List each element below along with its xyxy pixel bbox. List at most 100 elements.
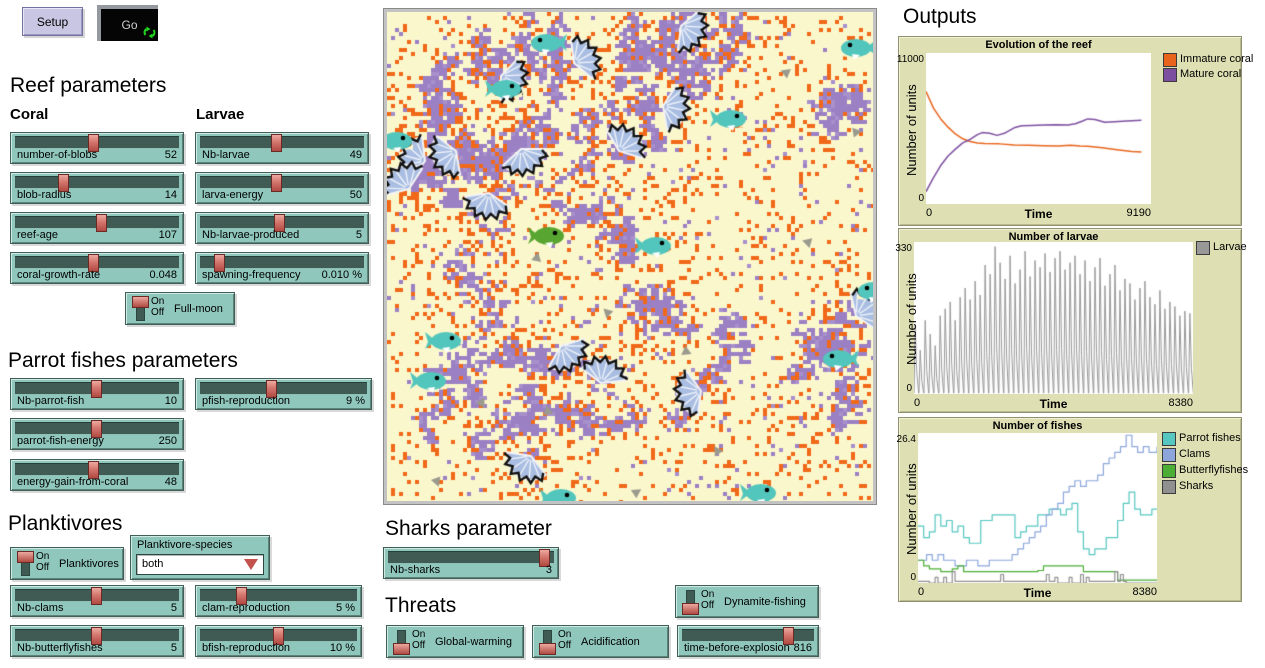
switch-knob[interactable]: [682, 603, 699, 615]
slider-handle[interactable]: [236, 587, 247, 605]
slider-handle[interactable]: [91, 420, 102, 438]
x-axis-label: Time: [1023, 586, 1052, 600]
chooser-label: Planktivore-species: [137, 539, 233, 551]
slider-handle[interactable]: [96, 214, 107, 232]
slider-handle[interactable]: [91, 627, 102, 645]
slider-track[interactable]: [682, 629, 814, 642]
slider-value: 0.048: [149, 269, 177, 281]
x-axis-label: Time: [1024, 207, 1053, 221]
slider-value: 3: [545, 564, 552, 576]
setup-button[interactable]: Setup: [22, 7, 83, 36]
slider-value: 5: [355, 229, 362, 241]
plot-evolution-of-the-reef: Evolution of the reef 11000 0 0 9190 Time Numb…: [897, 36, 1253, 226]
dropdown-arrow-icon[interactable]: [244, 559, 258, 570]
switch-Full-moon[interactable]: On Off Full-moon: [125, 292, 235, 325]
plot-area: [914, 242, 1193, 394]
heading-parrot-fishes: Parrot fishes parameters: [8, 349, 238, 372]
slider-track[interactable]: [200, 382, 367, 395]
slider-energy-gain-from-coral[interactable]: energy-gain-from-coral 48: [10, 459, 184, 491]
slider-Nb-larvae-produced[interactable]: Nb-larvae-produced 5: [195, 212, 369, 244]
slider-handle[interactable]: [88, 461, 99, 479]
plot-number-of-larvae: Number of larvae 330 0 0 8380 Time Number of u…: [895, 228, 1247, 413]
y-axis-label: Number of units: [904, 463, 919, 555]
slider-track[interactable]: [200, 176, 364, 189]
slider-handle[interactable]: [539, 549, 550, 567]
x-axis-zero-tick: 0: [918, 586, 925, 598]
legend-swatch: [1163, 53, 1177, 67]
slider-handle[interactable]: [91, 380, 102, 398]
legend-label: Parrot fishes: [1179, 432, 1241, 444]
slider-label: energy-gain-from-coral: [17, 476, 129, 488]
slider-Nb-sharks[interactable]: Nb-sharks 3: [383, 547, 559, 579]
slider-handle[interactable]: [58, 174, 69, 192]
legend-swatch: [1162, 448, 1176, 462]
slider-Nb-larvae[interactable]: Nb-larvae 49: [195, 132, 369, 164]
slider-value: 250: [158, 435, 177, 447]
slider-handle[interactable]: [88, 254, 99, 272]
slider-handle[interactable]: [88, 134, 99, 152]
slider-spawning-frequency[interactable]: spawning-frequency 0.010 %: [195, 252, 369, 284]
slider-track[interactable]: [200, 589, 357, 602]
switch-knob[interactable]: [393, 643, 410, 655]
slider-value: 5 %: [336, 602, 355, 614]
switch-on-label: On: [36, 551, 50, 562]
switch-name: Acidification: [581, 635, 640, 648]
slider-value: 14: [164, 189, 177, 201]
slider-label: Nb-parrot-fish: [17, 395, 85, 407]
switch-Acidification[interactable]: On Off Acidification: [532, 625, 669, 658]
legend-swatch: [1162, 480, 1176, 494]
slider-handle[interactable]: [274, 214, 285, 232]
slider-blob-radius[interactable]: blob-radius 14: [10, 172, 184, 204]
legend-swatch: [1196, 241, 1210, 255]
slider-track[interactable]: [388, 551, 554, 564]
slider-pfish-reproduction[interactable]: pfish-reproduction 9 %: [195, 378, 372, 410]
chooser-box[interactable]: both: [136, 554, 264, 575]
slider-Nb-butterflyfishes[interactable]: Nb-butterflyfishes 5: [10, 625, 184, 657]
slider-coral-growth-rate[interactable]: coral-growth-rate 0.048: [10, 252, 184, 284]
slider-reef-age[interactable]: reef-age 107: [10, 212, 184, 244]
x-axis-max-tick: 8380: [1168, 397, 1193, 409]
plot-area: [918, 433, 1157, 583]
slider-parrot-fish-energy[interactable]: parrot-fish-energy 250: [10, 418, 184, 450]
slider-label: bfish-reproduction: [202, 642, 291, 654]
world-view[interactable]: [387, 12, 873, 501]
slider-time-before-explosion[interactable]: time-before-explosion 816: [677, 625, 819, 657]
x-axis-zero-tick: 0: [926, 207, 933, 219]
slider-Nb-clams[interactable]: Nb-clams 5: [10, 585, 184, 617]
slider-larva-energy[interactable]: larva-energy 50: [195, 172, 369, 204]
slider-label: blob-radius: [17, 189, 72, 201]
switch-knob[interactable]: [17, 551, 34, 563]
slider-track[interactable]: [200, 256, 364, 269]
heading-sharks-parameter: Sharks parameter: [385, 517, 552, 540]
slider-track[interactable]: [15, 176, 179, 189]
slider-track[interactable]: [200, 136, 364, 149]
chooser-planktivore-species[interactable]: Planktivore-species both: [130, 535, 270, 580]
switch-knob[interactable]: [132, 296, 149, 308]
switch-Planktivores[interactable]: On Off Planktivores: [10, 547, 124, 580]
heading-planktivores: Planktivores: [8, 512, 123, 535]
switch-knob[interactable]: [539, 643, 556, 655]
slider-handle[interactable]: [266, 380, 277, 398]
switch-Dynamite-fishing[interactable]: On Off Dynamite-fishing: [675, 585, 819, 618]
switch-Global-warming[interactable]: On Off Global-warming: [386, 625, 524, 658]
slider-bfish-reproduction[interactable]: bfish-reproduction 10 %: [195, 625, 362, 657]
slider-handle[interactable]: [214, 254, 225, 272]
slider-clam-reproduction[interactable]: clam-reproduction 5 %: [195, 585, 362, 617]
slider-handle[interactable]: [783, 627, 794, 645]
y-axis-zero-tick: 0: [910, 572, 916, 583]
switch-name: Full-moon: [174, 302, 223, 315]
go-button[interactable]: Go: [97, 5, 158, 41]
x-axis-zero-tick: 0: [914, 397, 921, 409]
switch-on-label: On: [701, 589, 715, 600]
slider-handle[interactable]: [273, 627, 284, 645]
slider-handle[interactable]: [271, 134, 282, 152]
slider-number-of-blobs[interactable]: number-of-blobs 52: [10, 132, 184, 164]
x-axis-max-tick: 9190: [1126, 207, 1151, 219]
slider-label: reef-age: [17, 229, 58, 241]
plot-title: Evolution of the reef: [985, 39, 1092, 51]
slider-value: 50: [349, 189, 362, 201]
slider-Nb-parrot-fish[interactable]: Nb-parrot-fish 10: [10, 378, 184, 410]
heading-coral: Coral: [10, 106, 49, 123]
slider-handle[interactable]: [271, 174, 282, 192]
slider-handle[interactable]: [91, 587, 102, 605]
